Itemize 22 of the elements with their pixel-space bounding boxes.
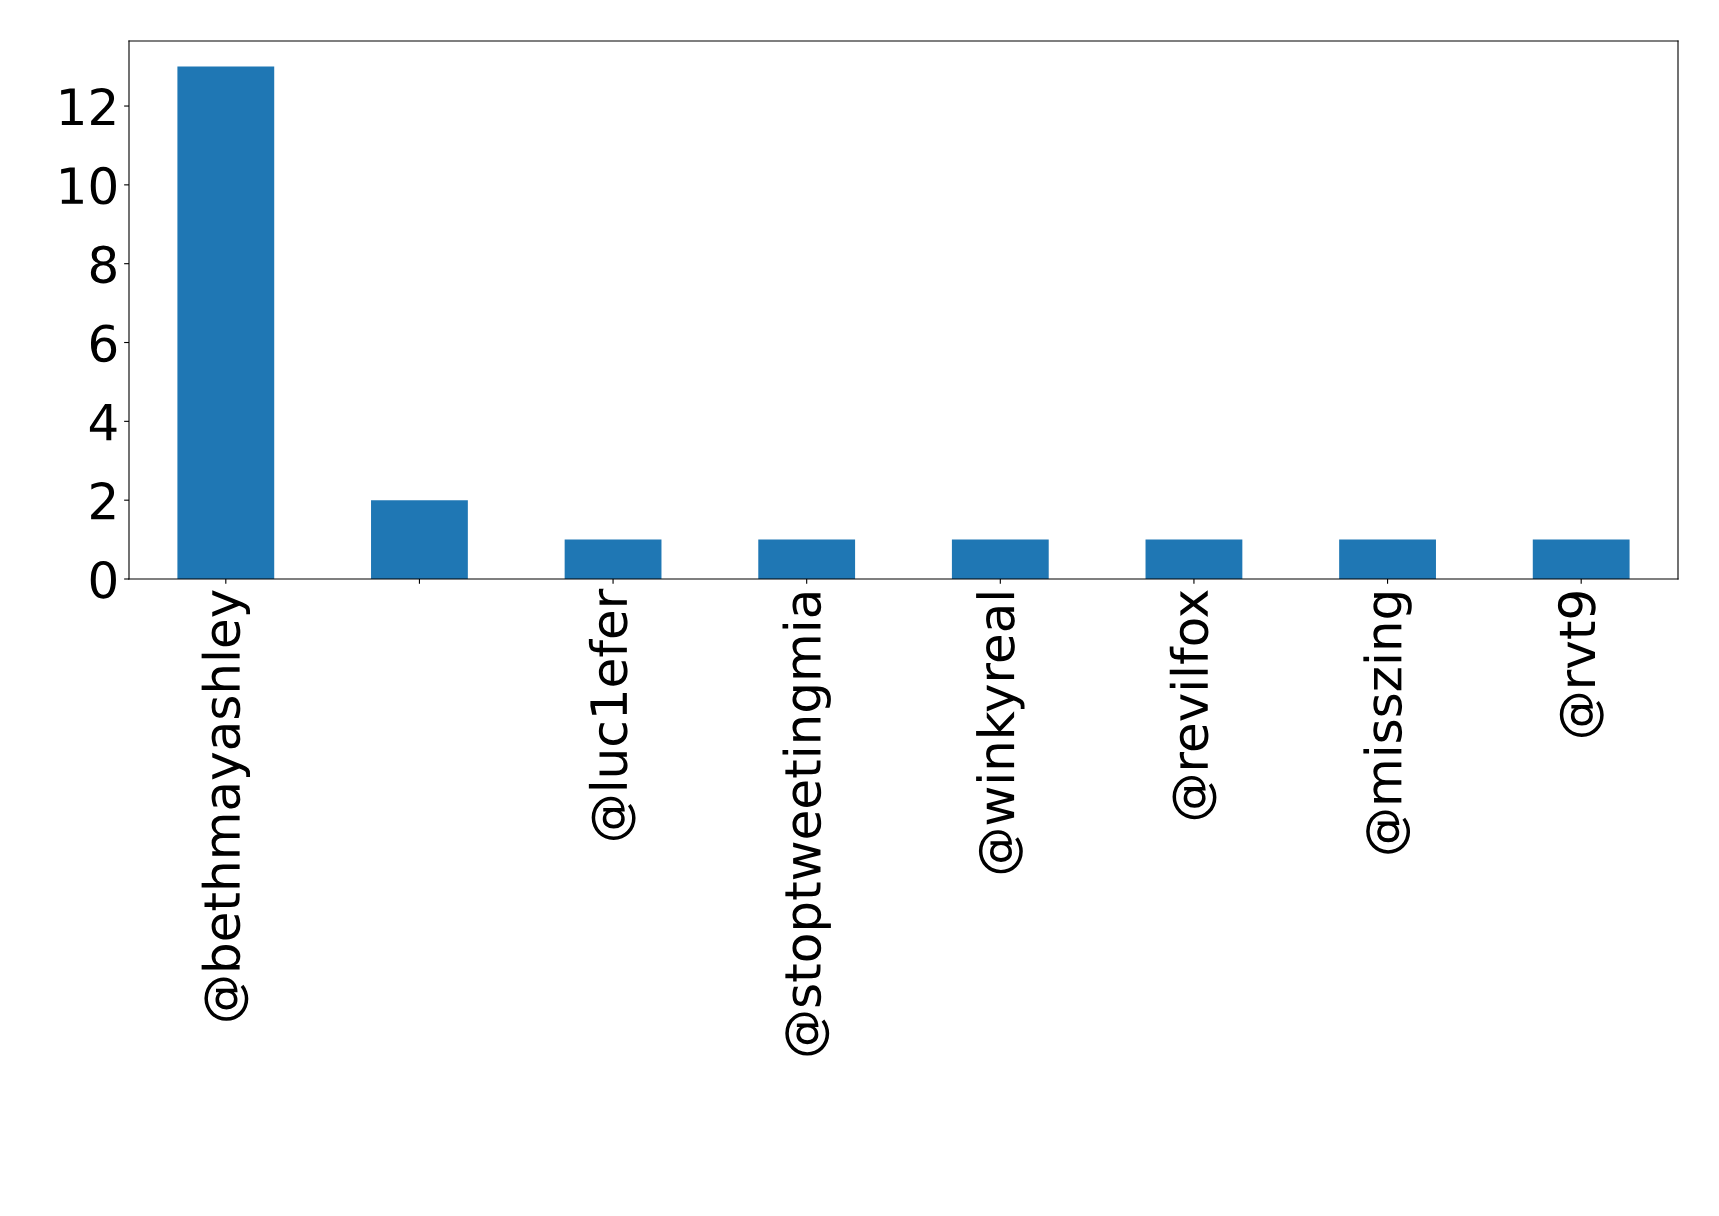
bar (177, 66, 275, 579)
y-tick-label: 12 (61, 87, 115, 126)
x-tick-label: @stoptweetingmia (782, 593, 831, 1056)
x-tick-label: @winkyreal (976, 593, 1025, 874)
bar (371, 500, 468, 579)
x-tick-label: @misszing (1363, 593, 1412, 854)
y-tick-label: 8 (90, 245, 116, 284)
bar (1532, 539, 1630, 579)
bar (564, 539, 662, 579)
bar (951, 539, 1049, 579)
x-tick-label: @bethmayashley (201, 590, 251, 1021)
x-tick-label: @revilfox (1169, 590, 1217, 820)
y-tick-label: 0 (90, 560, 116, 599)
bar (1339, 539, 1436, 579)
y-tick-label: 4 (89, 403, 117, 441)
y-tick-label: 2 (91, 482, 115, 520)
y-tick-label: 10 (61, 166, 116, 205)
bar (1145, 539, 1243, 579)
bar (758, 539, 856, 579)
y-tick-label: 6 (90, 324, 117, 363)
x-tick-label: @luc1efer (588, 588, 636, 840)
x-tick-label: @rvt9 (1557, 592, 1604, 737)
